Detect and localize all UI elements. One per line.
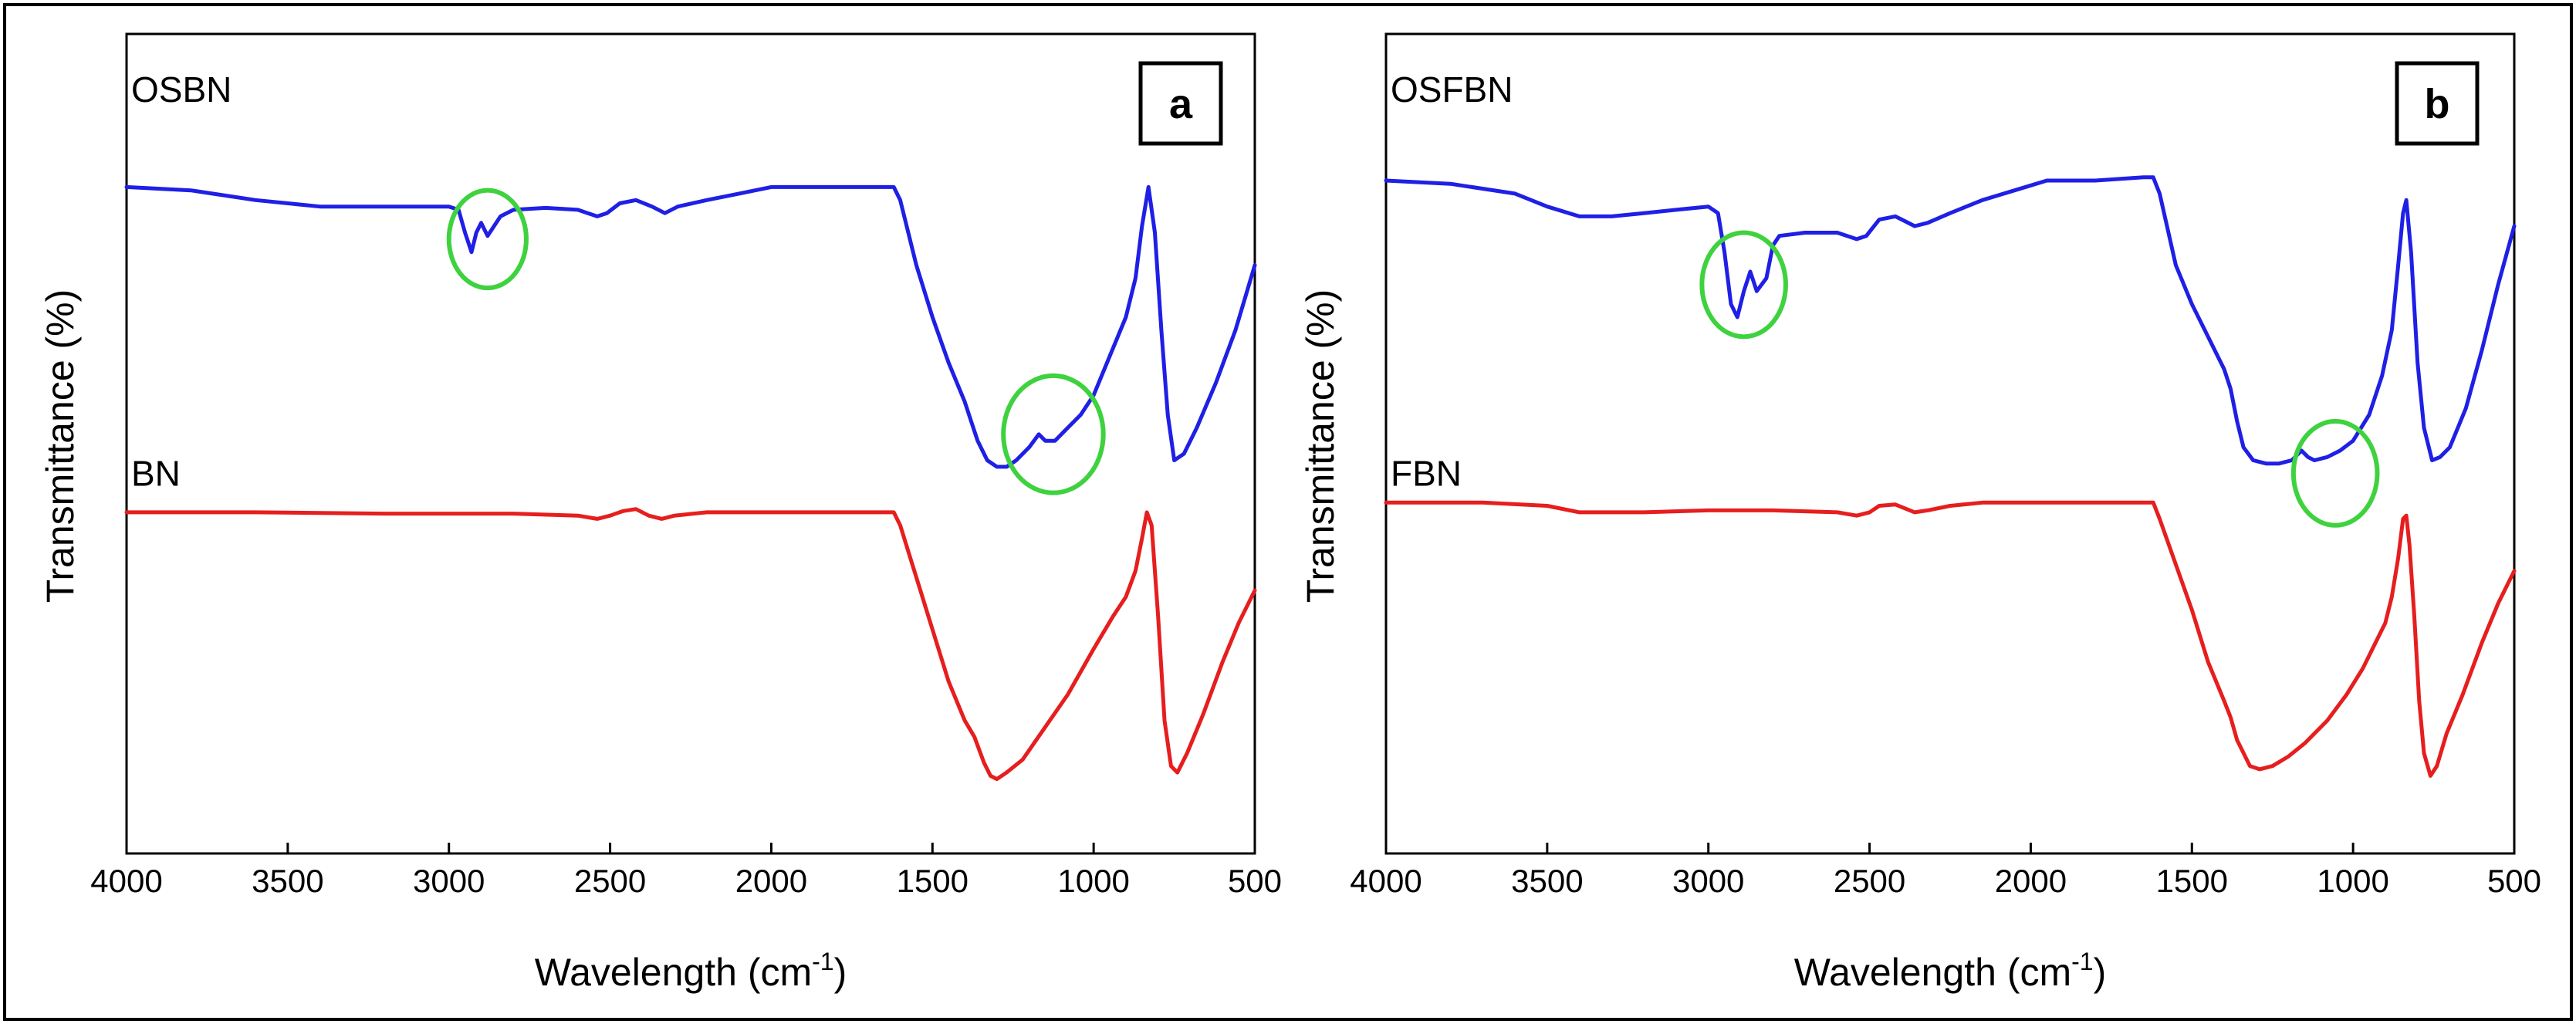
- spectra: [124, 184, 1257, 782]
- x-tick-label: 4000: [1350, 863, 1422, 899]
- plot-frame: [1384, 32, 2516, 855]
- x-tick-label: 1500: [897, 863, 969, 899]
- highlight-circles: [1699, 230, 2380, 528]
- series-labels: OSBN BN: [131, 69, 232, 493]
- x-tick-label: 3500: [252, 863, 323, 899]
- x-ticks: [1384, 843, 2516, 853]
- x-tick-label: 3000: [1672, 863, 1744, 899]
- x-axis-title-sup: -1: [812, 948, 833, 975]
- x-tick-label: 1000: [2317, 863, 2388, 899]
- highlight-circle: [2290, 418, 2380, 528]
- x-axis-title-close: ): [834, 951, 847, 994]
- highlight-circle: [1699, 230, 1788, 340]
- x-axis-title-main: Wavelength (cm: [535, 951, 812, 994]
- series-label-bn: BN: [131, 453, 181, 493]
- series-line-fbn: [1384, 500, 2517, 778]
- series-label-osbn: OSBN: [131, 69, 232, 110]
- series-line-bn: [124, 507, 1257, 782]
- y-axis-title: Transmittance (%): [1299, 289, 1342, 603]
- x-tick-label: 2000: [735, 863, 807, 899]
- x-tick-label: 3000: [413, 863, 485, 899]
- x-tick-label: 1000: [1057, 863, 1129, 899]
- x-axis-title-main: Wavelength (cm: [1794, 951, 2071, 994]
- panel-a: 4000 3500 3000 2500 2000 1500 1000 500 OSBN BN a…: [39, 32, 1282, 994]
- series-line-osfbn: [1384, 175, 2517, 466]
- highlight-circle: [446, 188, 529, 291]
- series-label-osfbn: OSFBN: [1391, 69, 1513, 110]
- panel-label: a: [1169, 81, 1193, 127]
- x-axis-title: Wavelength (cm-1): [535, 948, 847, 994]
- x-tick-label: 3500: [1511, 863, 1583, 899]
- panel-label-box: [1138, 61, 1223, 146]
- plot-frame: [125, 32, 1256, 855]
- x-tick-label: 500: [1228, 863, 1282, 899]
- panel-label: b: [2425, 81, 2450, 127]
- x-tick-labels: 4000 3500 3000 2500 2000 1500 1000 500: [90, 863, 1282, 899]
- highlight-circles: [446, 188, 1106, 495]
- x-axis-title-close: ): [2094, 951, 2107, 994]
- panel-label-box: [2395, 61, 2480, 146]
- panel-b: 4000 3500 3000 2500 2000 1500 1000 500 OSFBN FBN…: [1299, 32, 2541, 994]
- series-label-fbn: FBN: [1391, 453, 1462, 493]
- x-axis-title-sup: -1: [2071, 948, 2093, 975]
- x-axis-title: Wavelength (cm-1): [1794, 948, 2106, 994]
- series-line-osbn: [124, 184, 1257, 469]
- highlight-circle: [1001, 373, 1106, 495]
- x-ticks: [125, 843, 1256, 853]
- x-tick-label: 2000: [1995, 863, 2067, 899]
- spectra: [1384, 175, 2517, 778]
- x-tick-label: 500: [2487, 863, 2541, 899]
- x-tick-label: 2500: [1834, 863, 1905, 899]
- y-axis-title: Transmittance (%): [39, 289, 82, 603]
- series-labels: OSFBN FBN: [1391, 69, 1513, 493]
- x-tick-label: 1500: [2156, 863, 2228, 899]
- x-tick-label: 4000: [90, 863, 162, 899]
- x-tick-labels: 4000 3500 3000 2500 2000 1500 1000 500: [1350, 863, 2541, 899]
- x-tick-label: 2500: [574, 863, 646, 899]
